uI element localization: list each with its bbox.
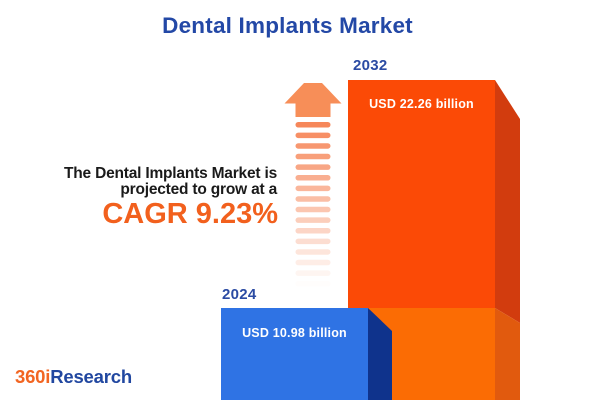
cagr-highlight: CAGR 9.23% [102, 198, 278, 230]
annotation-line-1: The Dental Implants Market is [64, 165, 277, 182]
arrow-shaft-dashes [295, 122, 331, 287]
arrow-dash [295, 175, 331, 181]
bar-2032-side-bottom [495, 308, 520, 400]
bar-2024 [221, 308, 392, 400]
arrow-dash [295, 270, 331, 276]
annotation-line-2: projected to grow at a [120, 180, 277, 198]
value-label-2024: USD 10.98 billion [242, 326, 347, 340]
arrow-head [284, 83, 342, 117]
arrow-dash [295, 153, 331, 160]
arrow-dash [295, 185, 331, 192]
arrow-dash [295, 196, 331, 202]
annotation-text: The Dental Implants Market is projected … [7, 166, 277, 197]
arrow-dash [295, 238, 331, 245]
arrow-dash [295, 122, 331, 128]
bar-2032-side-top [495, 80, 520, 323]
arrow-dash [295, 259, 331, 266]
chart-title: Dental Implants Market [162, 13, 413, 38]
growth-arrow-icon [284, 83, 342, 287]
brand-logo: 360iResearch [15, 366, 132, 388]
arrow-dash [295, 228, 331, 234]
arrow-dash [295, 164, 331, 170]
value-label-2032: USD 22.26 billion [369, 97, 474, 111]
arrow-dash [295, 143, 331, 149]
bar-2024-front [221, 308, 368, 400]
arrow-dash [295, 249, 331, 255]
brand-logo-prefix: 360i [15, 366, 51, 387]
year-label-2024: 2024 [222, 286, 257, 303]
arrow-dash [295, 281, 331, 287]
arrow-dash [295, 217, 331, 223]
bar-2032-front-top [348, 80, 495, 308]
brand-logo-suffix: Research [50, 366, 132, 387]
arrow-dash [295, 132, 331, 139]
year-label-2032: 2032 [353, 57, 388, 74]
bar-2024-side [368, 308, 392, 400]
arrow-dash [295, 206, 331, 213]
